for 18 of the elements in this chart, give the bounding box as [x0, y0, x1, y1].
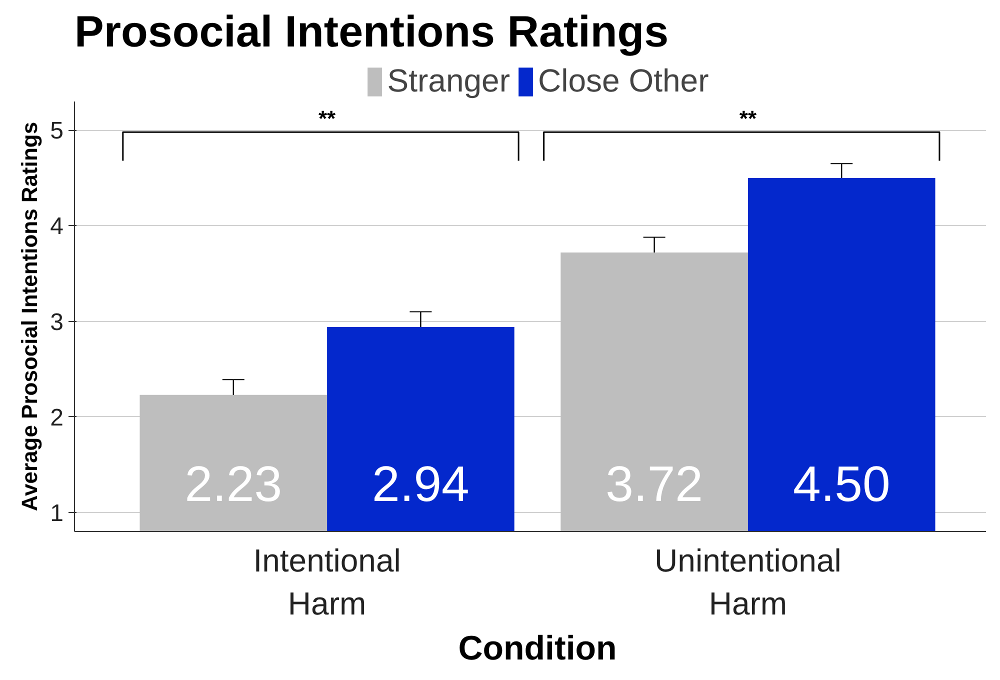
x-tick-label: Unintentional Harm	[654, 542, 842, 622]
legend-label: Close Other	[538, 62, 709, 100]
annotation: **	[318, 106, 336, 132]
x-tick-label: Intentional Harm	[253, 542, 401, 622]
y-axis-title: Average Prosocial Intentions Ratings	[17, 122, 42, 512]
y-tick-label: 2	[50, 404, 64, 432]
legend-label: Stranger	[387, 62, 510, 100]
y-tick-label: 4	[50, 213, 64, 240]
y-tick-label: 1	[50, 500, 64, 527]
data-label: 4.50	[792, 456, 890, 512]
x-axis-title: Condition	[458, 630, 617, 668]
annotation: **	[739, 106, 757, 132]
y-tick-label: 5	[50, 118, 64, 145]
chart-title: Prosocial Intentions Ratings	[74, 8, 669, 56]
data-label: 3.72	[606, 456, 703, 512]
data-label: 2.23	[184, 456, 282, 512]
y-tick-label: 3	[50, 308, 64, 336]
data-label: 2.94	[372, 456, 470, 512]
